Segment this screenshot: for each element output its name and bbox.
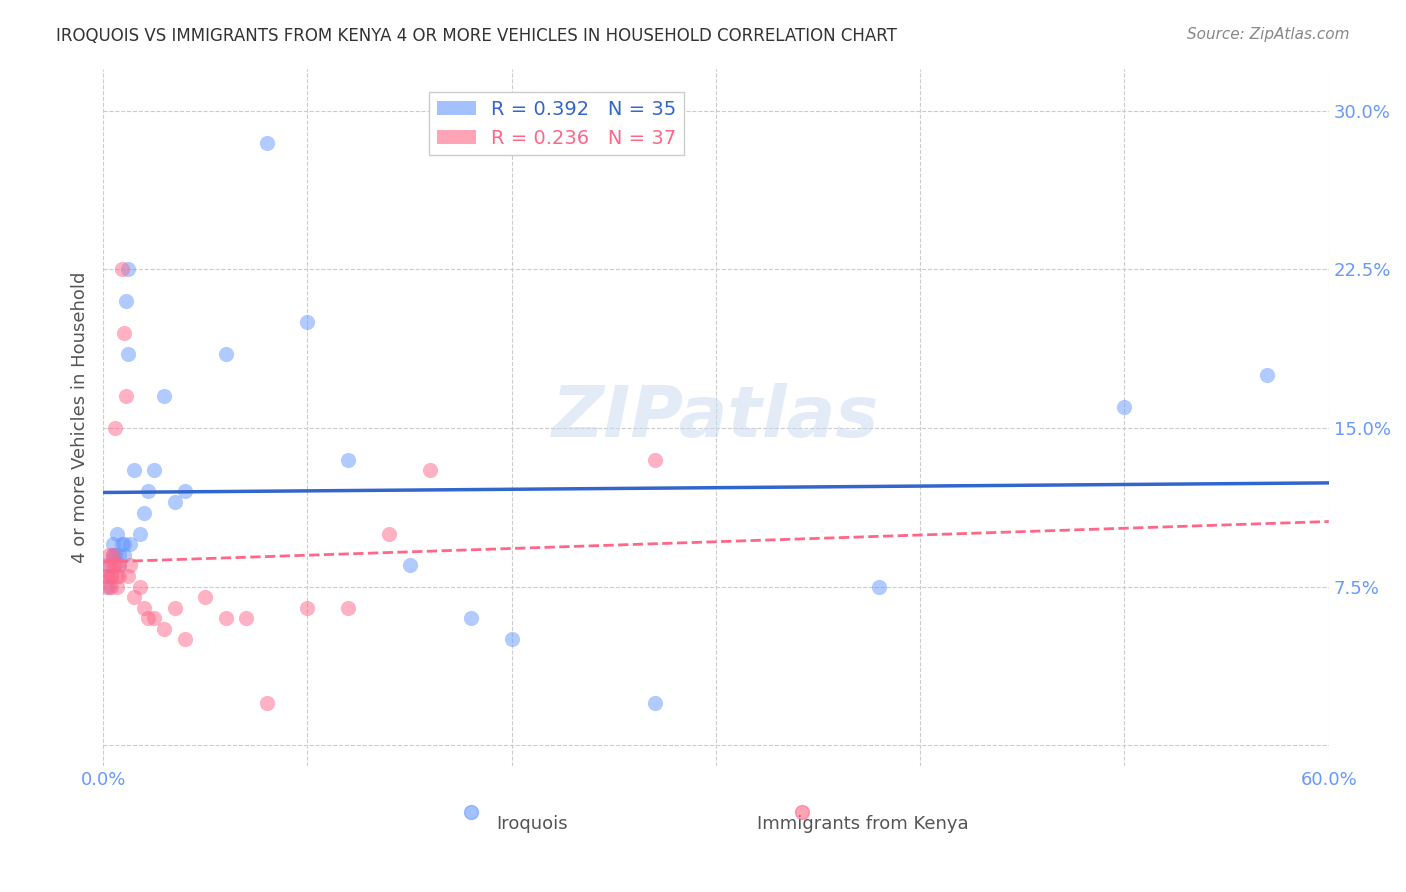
Point [112, 548, 135, 562]
Point [110, 537, 132, 551]
Point [1114, 400, 1136, 414]
Text: Immigrants from Kenya: Immigrants from Kenya [758, 815, 969, 833]
Point [107, 569, 129, 583]
Point [163, 600, 186, 615]
Point [256, 136, 278, 150]
Point [129, 526, 152, 541]
Point [98, 558, 121, 573]
Point [108, 569, 131, 583]
Point [644, 696, 666, 710]
Point [173, 632, 195, 647]
Point [163, 495, 186, 509]
Point [868, 580, 890, 594]
Point [117, 262, 139, 277]
Point [419, 463, 441, 477]
Point [94, 569, 117, 583]
Point [107, 580, 129, 594]
Text: Iroquois: Iroquois [496, 815, 568, 833]
Point [153, 389, 176, 403]
Point [108, 558, 131, 573]
Point [378, 526, 401, 541]
Point [132, 506, 155, 520]
Point [143, 611, 166, 625]
Point [100, 580, 122, 594]
Point [103, 558, 125, 573]
Point [96, 558, 118, 573]
Point [112, 537, 135, 551]
Point [129, 580, 152, 594]
Point [98, 580, 121, 594]
Point [108, 558, 131, 573]
Point [104, 421, 127, 435]
Point [460, 611, 482, 625]
Point [644, 452, 666, 467]
Text: Source: ZipAtlas.com: Source: ZipAtlas.com [1187, 27, 1350, 42]
Point [110, 262, 132, 277]
Point [117, 347, 139, 361]
Point [153, 622, 176, 636]
Point [118, 558, 141, 573]
Point [118, 537, 141, 551]
Point [256, 696, 278, 710]
Point [297, 315, 319, 329]
Point [704, 875, 727, 889]
Point [103, 537, 125, 551]
Y-axis label: 4 or more Vehicles in Household: 4 or more Vehicles in Household [72, 272, 89, 563]
Point [100, 569, 122, 583]
Point [136, 484, 159, 499]
Legend: R = 0.392   N = 35, R = 0.236   N = 37: R = 0.392 N = 35, R = 0.236 N = 37 [429, 92, 685, 155]
Point [143, 463, 166, 477]
Point [194, 590, 217, 604]
Point [215, 611, 238, 625]
Point [100, 569, 122, 583]
Point [98, 548, 121, 562]
Point [96, 569, 118, 583]
Point [104, 548, 127, 562]
Point [1256, 875, 1278, 889]
Point [1256, 368, 1278, 383]
Point [122, 463, 145, 477]
Text: ZIPatlas: ZIPatlas [553, 383, 880, 452]
Point [501, 632, 523, 647]
Point [103, 548, 125, 562]
Point [398, 558, 420, 573]
Point [108, 548, 131, 562]
Point [104, 558, 127, 573]
Point [107, 526, 129, 541]
Point [132, 600, 155, 615]
Point [136, 611, 159, 625]
Point [112, 326, 135, 340]
Point [297, 600, 319, 615]
Text: IROQUOIS VS IMMIGRANTS FROM KENYA 4 OR MORE VEHICLES IN HOUSEHOLD CORRELATION CH: IROQUOIS VS IMMIGRANTS FROM KENYA 4 OR M… [56, 27, 897, 45]
Point [337, 452, 360, 467]
Point [96, 580, 118, 594]
Point [235, 611, 257, 625]
Point [122, 590, 145, 604]
Point [103, 548, 125, 562]
Point [173, 484, 195, 499]
Point [215, 347, 238, 361]
Point [117, 569, 139, 583]
Point [337, 600, 360, 615]
Point [114, 294, 136, 309]
Point [114, 389, 136, 403]
